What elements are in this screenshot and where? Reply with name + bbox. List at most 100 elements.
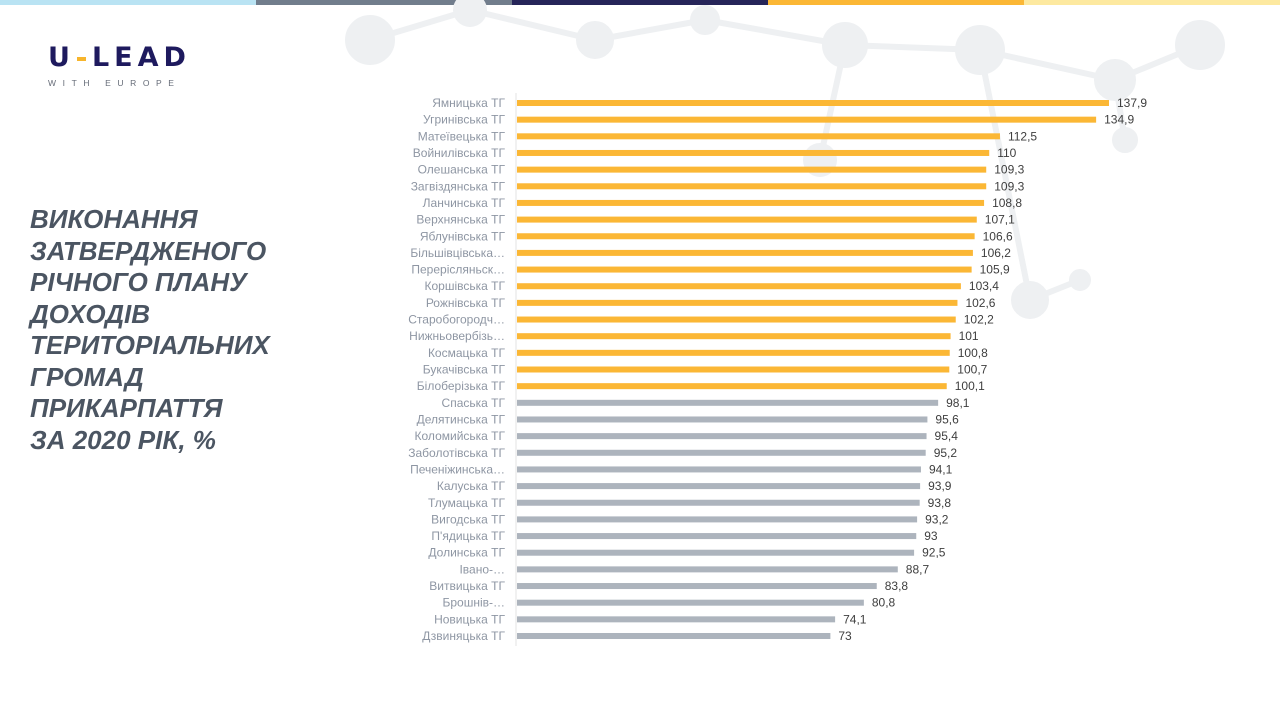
- value-label: 100,7: [957, 363, 987, 377]
- value-label: 95,4: [935, 429, 959, 443]
- category-label: Старобогородч…: [408, 313, 505, 327]
- title-line: ЗАТВЕРДЖЕНОГО: [30, 235, 267, 266]
- bar: [517, 183, 987, 190]
- value-label: 98,1: [946, 396, 970, 410]
- value-label: 88,7: [906, 562, 930, 576]
- category-label: Букачівська ТГ: [423, 363, 506, 377]
- stripe-segment: [0, 0, 256, 5]
- stripe-segment: [1024, 0, 1280, 5]
- title-line: ТЕРИТОРІАЛЬНИХ: [30, 330, 270, 360]
- category-label: Матеївецька ТГ: [418, 129, 506, 143]
- value-label: 94,1: [929, 462, 953, 476]
- stripe-segment: [768, 0, 1024, 5]
- category-label: Космацька ТГ: [428, 346, 506, 360]
- bar: [517, 316, 956, 323]
- category-label: Коршівська ТГ: [425, 279, 506, 293]
- category-label: П'ядицька ТГ: [431, 529, 505, 543]
- title-line: ДОХОДІВ: [30, 298, 151, 329]
- value-label: 83,8: [885, 579, 909, 593]
- value-label: 108,8: [992, 196, 1022, 210]
- bar: [517, 149, 990, 156]
- bar: [517, 133, 1000, 140]
- value-label: 107,1: [985, 213, 1015, 227]
- category-label: Тлумацька ТГ: [428, 496, 506, 510]
- value-label: 95,2: [934, 446, 958, 460]
- title-line: ПРИКАРПАТТЯ: [30, 393, 223, 423]
- bar: [517, 266, 972, 273]
- category-label: Калуська ТГ: [437, 479, 506, 493]
- value-label: 93,8: [928, 496, 952, 510]
- value-label: 106,6: [983, 229, 1013, 243]
- category-label: Заболотівська ТГ: [408, 446, 505, 460]
- category-label: Брошнів-…: [442, 596, 505, 610]
- category-label: Ямницька ТГ: [432, 96, 505, 110]
- category-label: Дзвиняцька ТГ: [422, 629, 505, 643]
- bar: [517, 383, 947, 390]
- bar: [517, 349, 950, 356]
- bar: [517, 299, 958, 306]
- value-label: 106,2: [981, 246, 1011, 260]
- title-line: ВИКОНАННЯ: [30, 204, 198, 234]
- value-label: 102,6: [965, 296, 995, 310]
- value-label: 112,5: [1008, 129, 1037, 143]
- value-label: 105,9: [980, 263, 1010, 277]
- title-line: РІЧНОГО ПЛАНУ: [30, 267, 247, 297]
- bar: [517, 249, 973, 256]
- bar: [517, 533, 917, 540]
- value-label: 92,5: [922, 546, 946, 560]
- category-label: Коломийська ТГ: [415, 429, 506, 443]
- category-label: Войнилівська ТГ: [413, 146, 506, 160]
- bar: [517, 416, 928, 423]
- value-label: 102,2: [964, 313, 994, 327]
- category-label: Олешанська ТГ: [418, 163, 506, 177]
- category-label: Витвицька ТГ: [429, 579, 505, 593]
- value-label: 93: [924, 529, 938, 543]
- category-label: Угринівська ТГ: [423, 113, 505, 127]
- value-label: 100,8: [958, 346, 988, 360]
- category-label: Делятинська ТГ: [417, 412, 506, 426]
- value-label: 137,9: [1117, 96, 1147, 110]
- value-label: 93,9: [928, 479, 952, 493]
- bar: [517, 566, 898, 573]
- bar: [517, 366, 950, 373]
- category-label: Яблунівська ТГ: [420, 229, 506, 243]
- u-lead-logo: U LEAD WITH EUROPE: [48, 42, 191, 88]
- bar: [517, 583, 877, 590]
- molecule-background-decoration: [345, 0, 1225, 319]
- category-label: Вигодська ТГ: [431, 512, 505, 526]
- value-label: 101: [959, 329, 979, 343]
- value-label: 134,9: [1104, 113, 1134, 127]
- category-label: Печеніжинська…: [410, 462, 505, 476]
- category-label: Новицька ТГ: [434, 612, 505, 626]
- category-label: Загвіздянська ТГ: [411, 179, 506, 193]
- category-label: Верхнянська ТГ: [416, 213, 505, 227]
- logo-dash: [76, 56, 86, 61]
- bar: [517, 199, 985, 206]
- bar: [517, 499, 920, 506]
- header-stripe: [0, 0, 1280, 5]
- category-label: Більшівцівська…: [410, 246, 505, 260]
- bar: [517, 233, 975, 240]
- value-label: 109,3: [994, 163, 1024, 177]
- page-title: ВИКОНАННЯ ЗАТВЕРДЖЕНОГО РІЧНОГО ПЛАНУ ДОХОД…: [30, 204, 330, 456]
- value-label: 103,4: [969, 279, 999, 293]
- category-label: Рожнівська ТГ: [426, 296, 506, 310]
- stripe-segment: [256, 0, 512, 5]
- value-label: 100,1: [955, 379, 985, 393]
- value-label: 109,3: [994, 179, 1024, 193]
- category-label: Ланчинська ТГ: [423, 196, 506, 210]
- value-label: 80,8: [872, 596, 896, 610]
- bar: [517, 399, 939, 406]
- bar: [517, 466, 921, 473]
- value-label: 110: [997, 146, 1016, 160]
- category-label: Івано-…: [459, 562, 505, 576]
- stripe-segment: [512, 0, 768, 5]
- category-label: Долинська ТГ: [428, 546, 505, 560]
- bar: [517, 483, 921, 490]
- bar: [517, 100, 1109, 106]
- title-line: ЗА 2020 РІК, %: [30, 424, 216, 455]
- logo-text: LEAD: [91, 42, 191, 73]
- bar: [517, 516, 918, 523]
- category-label: Нижньовербізь…: [409, 329, 505, 343]
